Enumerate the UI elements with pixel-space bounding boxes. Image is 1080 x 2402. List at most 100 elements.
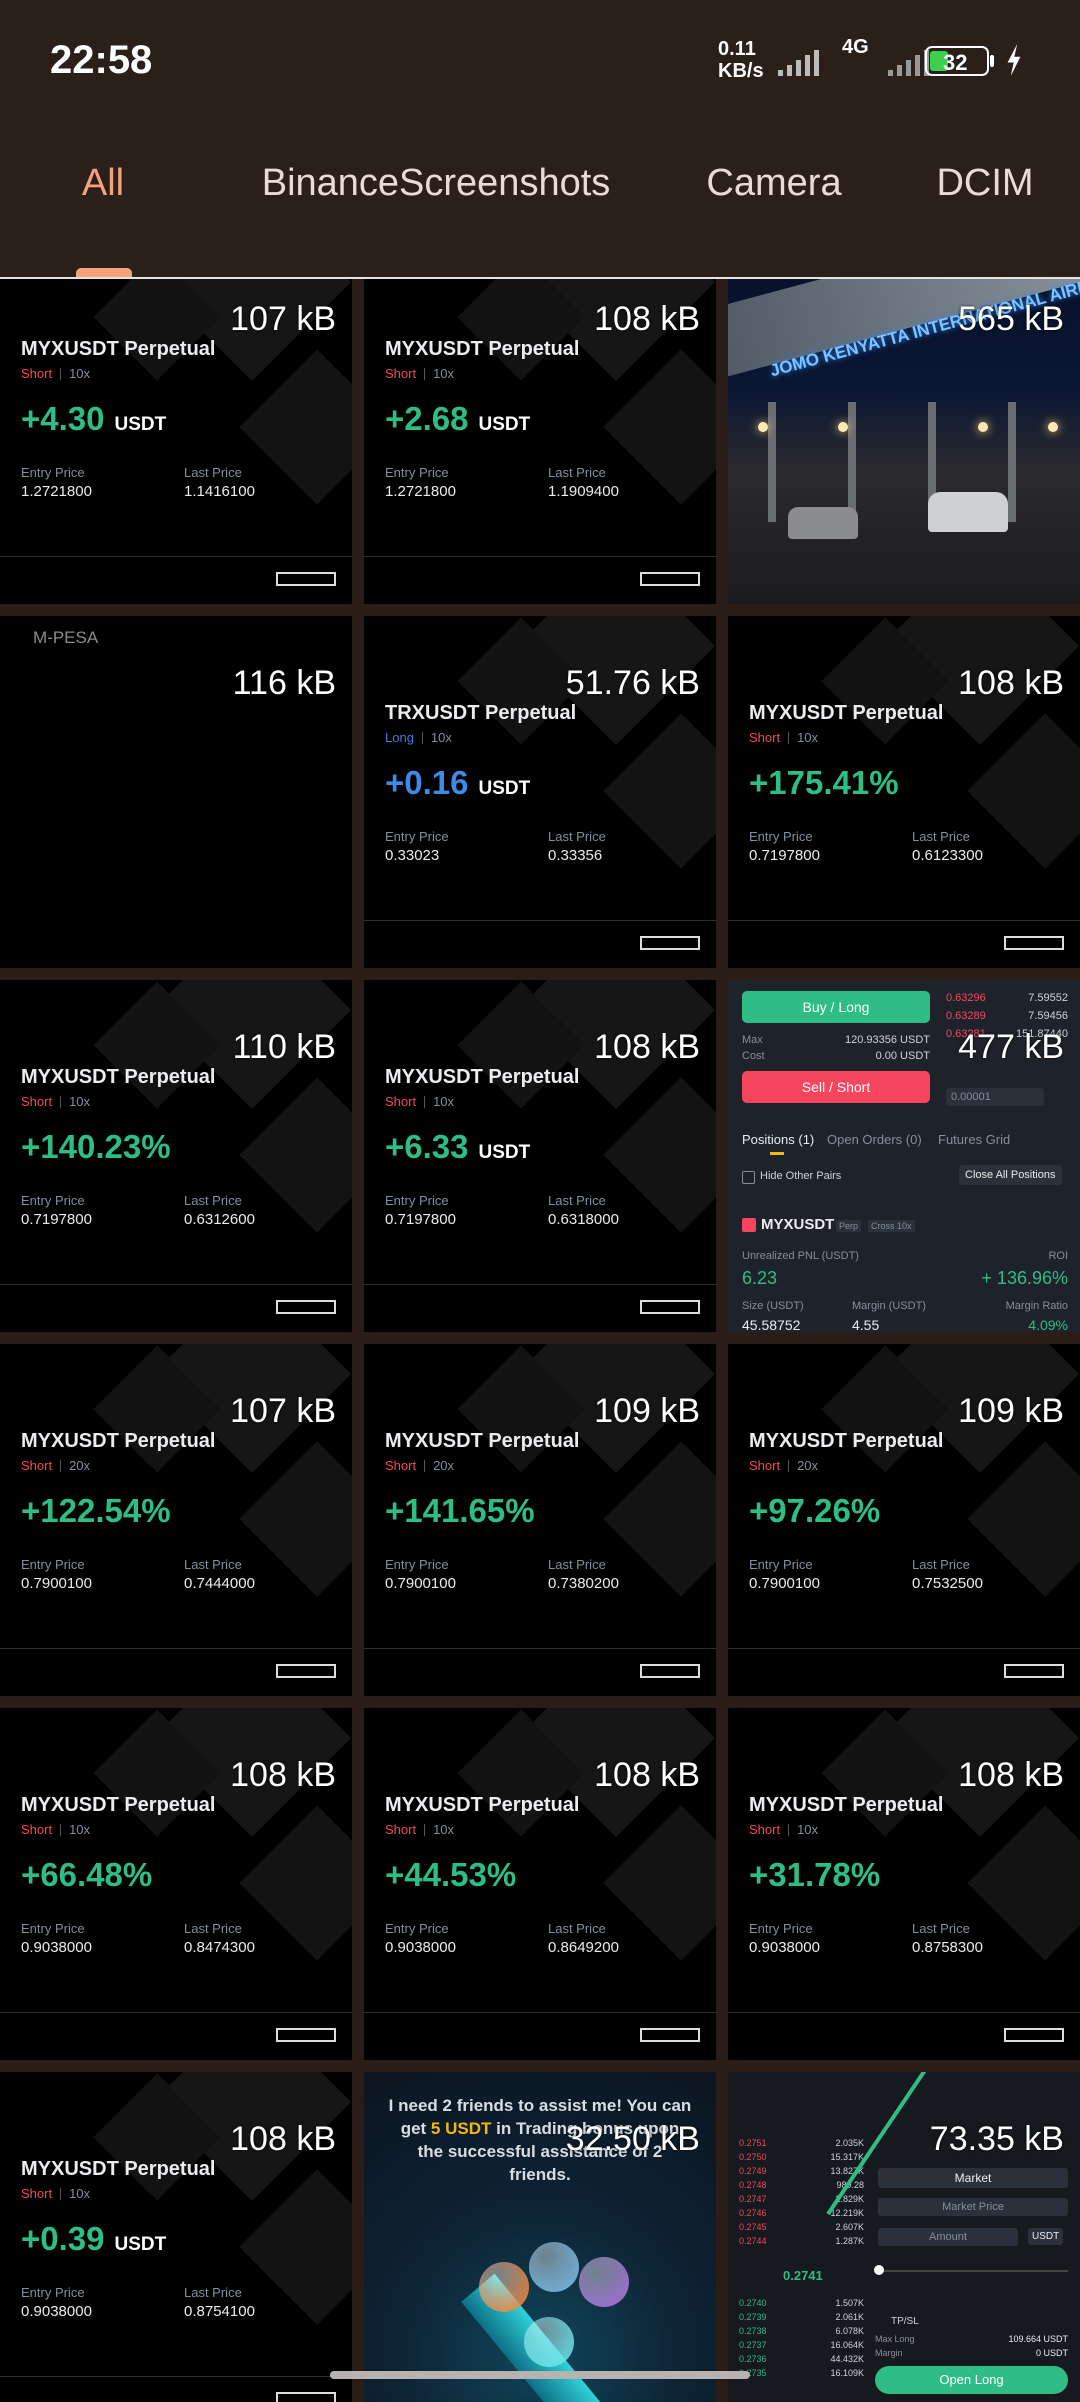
section-tab[interactable]: Positions (1): [742, 1132, 815, 1147]
order-type: Market: [878, 2168, 1068, 2188]
pillar: [768, 402, 776, 522]
thumbnail[interactable]: MYXUSDT Perpetual Short 10x +6.33 USDT Entry …: [364, 980, 716, 1332]
file-size: 477 kB: [958, 1028, 1064, 1066]
file-size: 108 kB: [594, 1756, 700, 1794]
avatar: [529, 2242, 579, 2292]
pnl: +122.54%: [21, 1492, 171, 1529]
bid-amount: 6.078K: [835, 2326, 864, 2336]
entry-label: Entry Price: [385, 1557, 449, 1572]
qr-badge: [276, 1300, 336, 1314]
tab[interactable]: BinanceScreenshots: [261, 162, 611, 204]
side: Short: [385, 1458, 417, 1473]
net-speed: 0.11: [718, 38, 756, 60]
entry-label: Entry Price: [21, 1557, 85, 1572]
side: Short: [21, 1822, 53, 1837]
net-unit: KB/s: [718, 60, 764, 82]
separator: [60, 2187, 62, 2200]
side: Short: [749, 1458, 781, 1473]
leverage: 20x: [433, 1458, 455, 1473]
separator: [60, 1095, 62, 1108]
signal-bar: [906, 60, 911, 76]
car: [788, 507, 858, 539]
thumbnail[interactable]: I need 2 friends to assist me! You can g…: [364, 2072, 716, 2402]
ask-amount: 2.035K: [835, 2138, 864, 2148]
signal-bar: [787, 65, 792, 76]
thumbnail[interactable]: M-PESA 116 kB: [0, 616, 352, 968]
thumbnail[interactable]: MYXUSDT Perpetual Short 20x +141.65% Entry P…: [364, 1344, 716, 1696]
thumbnail[interactable]: 0.2751 2.035K 0.2750 15.317K 0.2749 13.827K 0.…: [728, 2072, 1080, 2402]
side: Short: [21, 366, 53, 381]
section-tab[interactable]: Open Orders (0): [827, 1132, 922, 1147]
side: Short: [385, 1822, 417, 1837]
step-select: 0.00001: [946, 1088, 1044, 1106]
close-all-button[interactable]: Close All Positions: [959, 1165, 1062, 1185]
slider: [878, 2270, 1068, 2272]
pillar: [848, 402, 856, 522]
pillar: [1008, 402, 1016, 522]
thumbnail[interactable]: MYXUSDT Perpetual Short 20x +122.54% Entry P…: [0, 1344, 352, 1696]
avatar: [524, 2317, 574, 2367]
max-label: Max: [742, 1034, 763, 1046]
thumbnail[interactable]: MYXUSDT Perpetual Short 10x +4.30 USDT Entry …: [0, 279, 352, 604]
perp-tag: Perp: [836, 1220, 862, 1232]
thumbnail[interactable]: MYXUSDT Perpetual Short 20x +97.26% Entry Pr…: [728, 1344, 1080, 1696]
battery: 32: [925, 46, 989, 76]
battery-tip: [990, 55, 994, 67]
sell-button[interactable]: Sell / Short: [742, 1071, 930, 1103]
pnl-unit: USDT: [478, 778, 531, 799]
open-long-button[interactable]: Open Long: [875, 2366, 1068, 2394]
thumbnail[interactable]: MYXUSDT Perpetual Short 10x +2.68 USDT Entry …: [364, 279, 716, 604]
side: Short: [749, 1822, 781, 1837]
position-tags: Short 10x: [749, 1822, 818, 1837]
promo-part: in Trading bonus upon the successful ass…: [417, 2119, 680, 2184]
bid-price: 0.2737: [739, 2340, 767, 2350]
cost-label: Cost: [742, 1050, 765, 1062]
entry-label: Entry Price: [749, 1557, 813, 1572]
leverage: 20x: [69, 1458, 91, 1473]
nav-handle: [330, 2371, 750, 2379]
entry-price: 0.7197800: [21, 1211, 92, 1228]
thumbnail[interactable]: MYXUSDT Perpetual Short 10x +175.41% Entry P…: [728, 616, 1080, 968]
pnl-unit: USDT: [114, 414, 167, 435]
file-size: 51.76 kB: [565, 664, 700, 702]
avatar: [579, 2257, 629, 2307]
thumbnail[interactable]: MYXUSDT Perpetual Short 10x +44.53% Entry Pr…: [364, 1708, 716, 2060]
thumbnail[interactable]: MYXUSDT Perpetual Short 10x +0.39 USDT Entry …: [0, 2072, 352, 2402]
last-label: Last Price: [184, 465, 242, 480]
buy-button[interactable]: Buy / Long: [742, 991, 930, 1023]
thumbnail[interactable]: MYXUSDT Perpetual Short 10x +31.78% Entry Pr…: [728, 1708, 1080, 2060]
tab[interactable]: All: [81, 162, 125, 204]
pnl: +44.53%: [385, 1856, 517, 1893]
file-size: 108 kB: [230, 2120, 336, 2158]
tab[interactable]: DCIM: [936, 162, 1034, 204]
ask-price: 0.2750: [739, 2152, 767, 2162]
pnl-unit: USDT: [478, 1142, 531, 1163]
section-tab[interactable]: Futures Grid: [938, 1132, 1011, 1147]
tab[interactable]: Camera: [706, 162, 842, 204]
book-amount: 7.59456: [1028, 1010, 1068, 1022]
separator: [60, 367, 62, 380]
thumbnail[interactable]: TRXUSDT Perpetual Long 10x +0.16 USDT Entry P…: [364, 616, 716, 968]
last-label: Last Price: [548, 1193, 606, 1208]
last-price: 0.8649200: [548, 1939, 619, 1956]
bid-amount: 2.061K: [835, 2312, 864, 2322]
thumbnail[interactable]: JOMO KENYATTA INTERNATIONAL AIRPORT 565 k…: [728, 279, 1080, 604]
hide-pairs: Hide Other Pairs: [760, 1170, 842, 1182]
bid-price: 0.2738: [739, 2326, 767, 2336]
bid-amount: 16.109K: [830, 2368, 864, 2378]
qr-badge: [276, 2392, 336, 2402]
book-amount: 7.59552: [1028, 992, 1068, 1004]
thumbnail[interactable]: MYXUSDT Perpetual Short 10x +66.48% Entry Pr…: [0, 1708, 352, 2060]
footer-line: [364, 1648, 716, 1649]
thumbnail[interactable]: MYXUSDT Perpetual Short 10x +140.23% Entry P…: [0, 980, 352, 1332]
position-tags: Short 10x: [385, 1094, 454, 1109]
side: Short: [749, 730, 781, 745]
thumbnail[interactable]: Buy / Long Sell / Short 0.63296 7.59552 0.63…: [728, 980, 1080, 1332]
pair-name: MYXUSDT Perpetual: [21, 1066, 216, 1088]
ask-amount: 1.287K: [835, 2236, 864, 2246]
file-size: 107 kB: [230, 1392, 336, 1430]
battery-level: [930, 51, 948, 71]
entry-label: Entry Price: [749, 1921, 813, 1936]
pnl-unit: USDT: [478, 414, 531, 435]
